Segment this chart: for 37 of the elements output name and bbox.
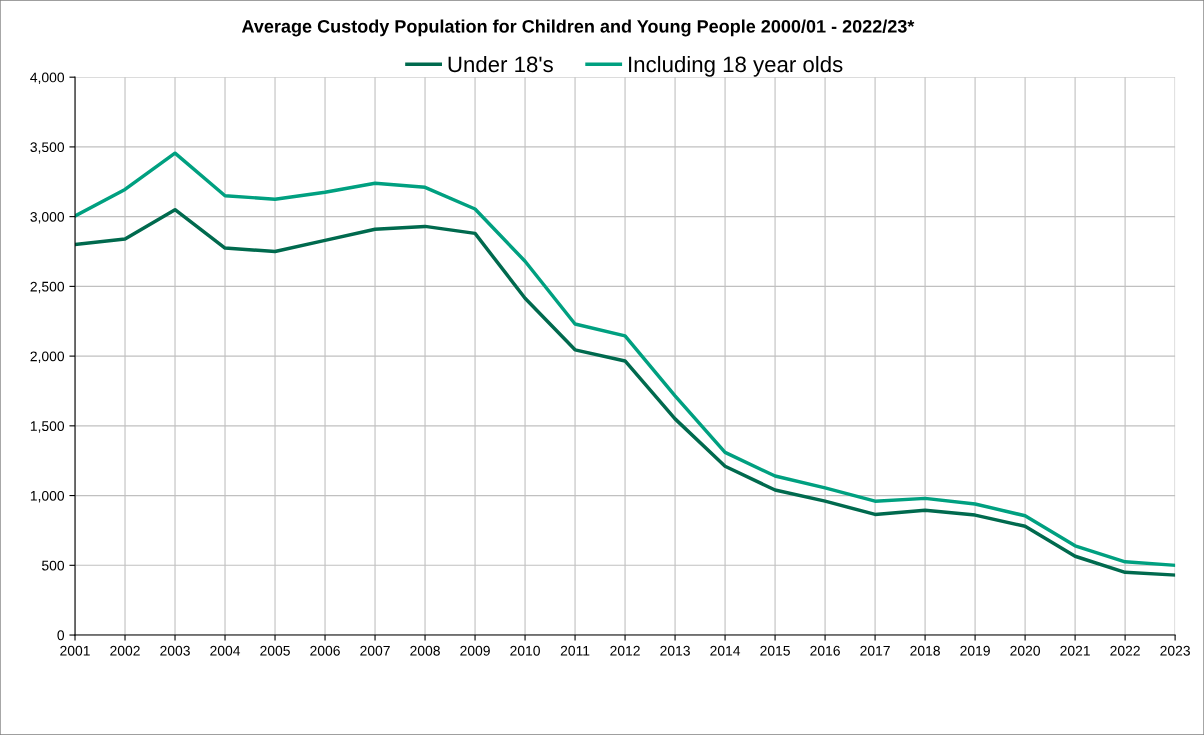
line-series xyxy=(75,207,1176,577)
x-tick-label: 2004 xyxy=(210,645,241,656)
x-tick-label: 2016 xyxy=(810,645,840,656)
legend-label: Under 18's xyxy=(448,55,553,73)
y-tick-label: 2,500 xyxy=(30,281,65,294)
x-tick-label: 2023 xyxy=(1160,645,1190,656)
y-tick-label: 2,000 xyxy=(30,351,65,363)
y-tick-label: 3,000 xyxy=(30,211,65,224)
x-tick-label: 2010 xyxy=(510,645,540,656)
x-tick-label: 2022 xyxy=(1110,645,1140,656)
x-tick-label: 2005 xyxy=(260,645,290,656)
x-tick-label: 2013 xyxy=(660,645,690,656)
y-tick-label: 500 xyxy=(41,560,65,571)
x-tick-label: 2001 xyxy=(60,645,90,656)
x-tick-label: 2011 xyxy=(560,645,590,656)
x-tick-label: 2015 xyxy=(760,645,790,656)
y-tick-label: 1,000 xyxy=(30,490,65,503)
y-tick-label: 0 xyxy=(57,630,65,641)
x-tick-label: 2002 xyxy=(110,645,140,656)
y-tick-label: 4,000 xyxy=(30,72,65,84)
x-tick-label: 2014 xyxy=(710,645,741,656)
y-tick-label: 3,500 xyxy=(30,142,65,154)
x-tick-label: 2012 xyxy=(610,645,640,656)
x-tick-label: 2021 xyxy=(1060,645,1090,656)
x-tick-label: 2020 xyxy=(1010,645,1040,656)
legend-label: Including 18 year olds xyxy=(629,55,843,77)
x-tick-label: 2017 xyxy=(860,645,890,656)
x-tick-label: 2019 xyxy=(960,645,990,656)
x-tick-label: 2018 xyxy=(910,645,940,656)
x-tick-label: 2003 xyxy=(160,645,190,656)
chart-title: Average Custody Population for Children and Young People 2000/01 - 2022/23* xyxy=(241,19,915,37)
x-tick-label: 2008 xyxy=(410,645,440,656)
line-series xyxy=(75,151,1176,568)
y-tick-label: 1,500 xyxy=(30,421,65,433)
x-tick-label: 2009 xyxy=(460,645,490,656)
x-tick-label: 2007 xyxy=(360,645,390,656)
x-tick-label: 2006 xyxy=(310,645,340,656)
